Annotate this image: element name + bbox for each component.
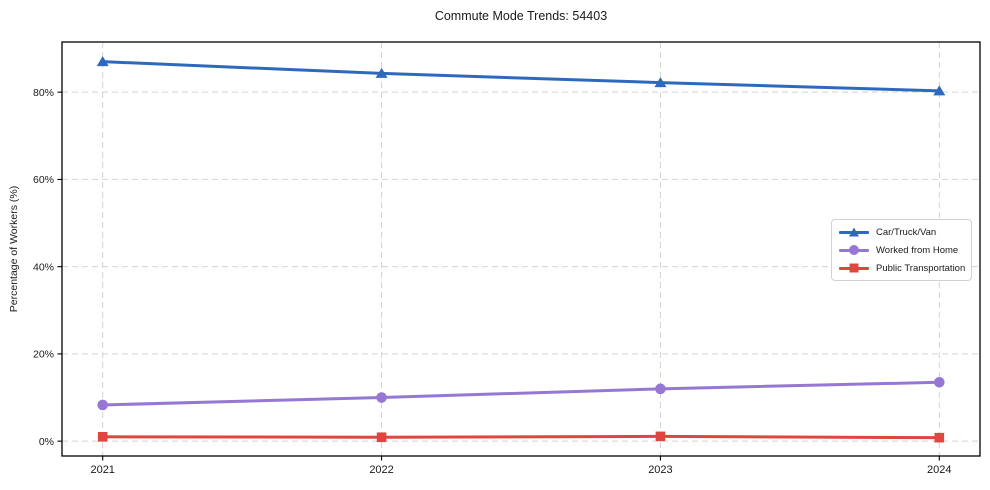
data-point-marker	[376, 392, 387, 403]
y-tick-label: 80%	[33, 87, 54, 99]
legend-line-sample	[839, 227, 869, 238]
x-tick-label: 2024	[927, 464, 951, 476]
legend-label: Worked from Home	[876, 244, 959, 256]
y-tick-label: 40%	[33, 261, 54, 273]
series-line-public-transportation	[101, 434, 941, 440]
data-point-marker	[376, 432, 387, 443]
legend-line-sample	[839, 263, 869, 274]
data-point-marker	[96, 56, 109, 67]
data-point-marker	[97, 399, 108, 411]
legend-label: Public Transportation	[876, 262, 966, 274]
series-line-worked-from-home	[101, 380, 941, 407]
circle-marker-icon	[849, 245, 859, 255]
data-point-marker	[655, 431, 666, 442]
y-tick-label: 20%	[33, 349, 54, 361]
y-tick-label: 60%	[33, 174, 54, 186]
legend-item-car-truck-van: Car/Truck/Van	[839, 227, 964, 238]
triangle-marker-icon	[849, 227, 859, 237]
legend-label: Car/Truck/Van	[876, 226, 937, 238]
x-tick-label: 2022	[369, 464, 393, 476]
legend: Car/Truck/Van Worked from Home Public Tr…	[831, 219, 972, 281]
y-tick-label: 0%	[39, 436, 54, 448]
series-line-car-truck-van	[101, 60, 941, 93]
legend-item-public-transportation: Public Transportation	[839, 262, 966, 274]
plot-frame	[61, 41, 981, 457]
data-point-marker	[97, 432, 108, 442]
x-tick-label: 2023	[648, 464, 672, 476]
chart-title: Commute Mode Trends: 54403	[434, 9, 608, 23]
data-point-marker	[655, 383, 666, 395]
data-point-marker	[934, 432, 945, 443]
data-point-marker	[654, 77, 667, 88]
data-point-marker	[933, 85, 946, 96]
x-tick-label: 2021	[90, 464, 114, 476]
data-point-marker	[375, 67, 388, 78]
data-point-marker	[934, 376, 945, 388]
square-marker-icon	[849, 263, 859, 273]
legend-line-sample	[839, 245, 869, 256]
legend-item-worked-from-home: Worked from Home	[839, 245, 964, 256]
